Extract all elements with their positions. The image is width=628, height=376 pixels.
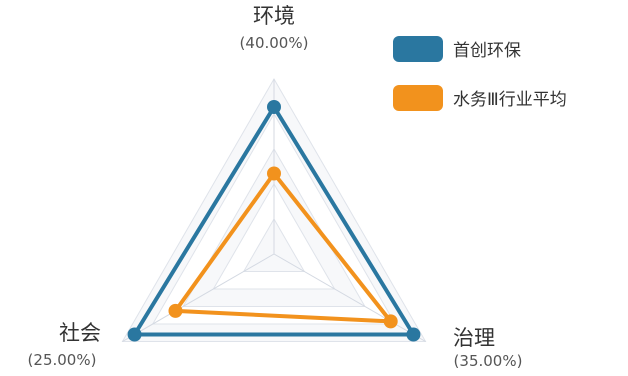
- series-2-point-1[interactable]: [267, 166, 281, 181]
- axis-weight-social: (25.00%): [28, 351, 97, 369]
- axis-weight-governance: (35.00%): [454, 352, 523, 370]
- series-1-point-3[interactable]: [127, 327, 142, 342]
- axis-line-2: [273, 253, 426, 342]
- radar-series: [127, 100, 421, 342]
- legend: 首创环保 水务Ⅲ行业平均: [393, 36, 567, 111]
- axis-name-social: 社会: [59, 321, 101, 345]
- series-2-point-3[interactable]: [168, 303, 183, 318]
- legend-swatch-series-2[interactable]: [393, 85, 443, 111]
- series-line-1: [132, 105, 416, 337]
- series-2-point-2[interactable]: [383, 314, 398, 329]
- series-1-point-1[interactable]: [267, 100, 281, 114]
- series-1-point-2[interactable]: [406, 327, 421, 342]
- axis-name-governance: 治理: [453, 326, 495, 350]
- legend-label-series-2[interactable]: 水务Ⅲ行业平均: [453, 90, 567, 110]
- series-line-2: [173, 171, 393, 324]
- legend-label-series-1[interactable]: 首创环保: [453, 41, 521, 61]
- axis-name-environment: 环境: [253, 4, 295, 28]
- legend-swatch-series-1[interactable]: [393, 36, 443, 62]
- axis-weight-environment: (40.00%): [240, 34, 309, 52]
- radar-grid: [121, 77, 427, 342]
- axis-line-3: [122, 253, 275, 342]
